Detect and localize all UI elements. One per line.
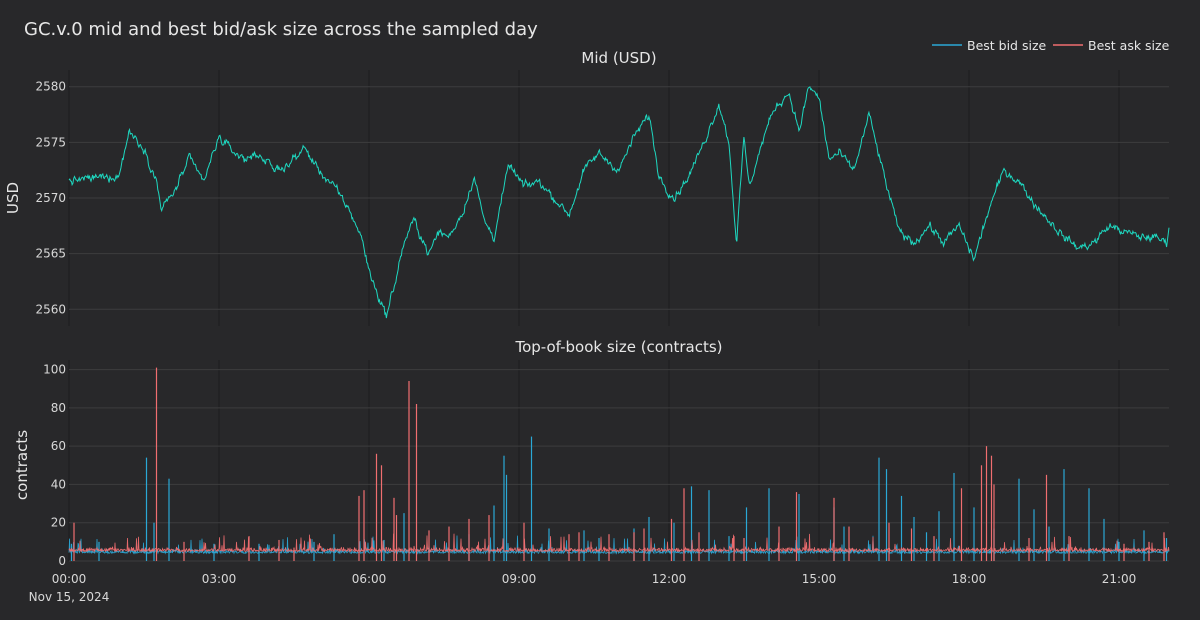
y-tick-label: 100 [43, 363, 66, 377]
x-axis: 00:00 03:00 06:00 09:00 12:00 15:00 18:00 21:00 [52, 572, 1137, 586]
panel-mid-grid [68, 70, 1169, 326]
x-tick-label: 18:00 [952, 572, 987, 586]
legend-bid-label[interactable]: Best bid size [967, 38, 1047, 53]
legend[interactable]: Best bid size Best ask size [932, 38, 1170, 53]
bid-size-series [68, 535, 1170, 555]
y-tick-label: 2565 [35, 247, 66, 261]
x-axis-date-label: Nov 15, 2024 [29, 590, 110, 604]
chart-title: GC.v.0 mid and best bid/ask size across … [24, 19, 538, 40]
x-tick-label: 00:00 [52, 572, 87, 586]
x-tick-label: 09:00 [502, 572, 537, 586]
panel-size-subtitle: Top-of-book size (contracts) [514, 338, 722, 356]
y-tick-label: 2560 [35, 302, 66, 316]
x-tick-label: 06:00 [352, 572, 387, 586]
x-tick-label: 15:00 [802, 572, 837, 586]
y-tick-label: 0 [58, 554, 66, 568]
x-tick-label: 03:00 [202, 572, 237, 586]
legend-ask-label[interactable]: Best ask size [1088, 38, 1170, 53]
y-tick-label: 40 [51, 477, 66, 491]
panel-size-ylabel: contracts [13, 430, 31, 500]
x-tick-label: 12:00 [652, 572, 687, 586]
panel-size-grid [68, 360, 1169, 562]
mid-series-line [68, 86, 1170, 319]
panel-mid-series [68, 86, 1170, 319]
panel-mid-yticks: 2560 2565 2570 2575 2580 [35, 80, 66, 317]
y-tick-label: 20 [51, 516, 66, 530]
y-tick-label: 80 [51, 401, 66, 415]
y-tick-label: 2570 [35, 191, 66, 205]
y-tick-label: 2580 [35, 80, 66, 94]
y-tick-label: 2575 [35, 135, 66, 149]
panel-mid: Mid (USD) 2560 2565 2570 2575 2580 USD [4, 49, 1170, 326]
panel-size-series [68, 367, 1170, 561]
x-tick-label: 21:00 [1102, 572, 1137, 586]
panel-mid-subtitle: Mid (USD) [581, 49, 656, 67]
panel-size: Top-of-book size (contracts) 0 20 40 60 80 10… [13, 338, 1170, 568]
panel-size-yticks: 0 20 40 60 80 100 [43, 363, 66, 568]
y-tick-label: 60 [51, 439, 66, 453]
ask-size-series [68, 533, 1170, 553]
panel-mid-ylabel: USD [4, 182, 22, 214]
